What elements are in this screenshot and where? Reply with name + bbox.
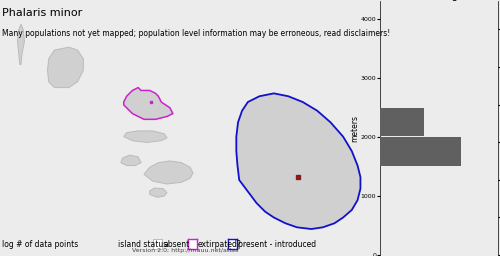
Polygon shape [48, 47, 84, 88]
Polygon shape [124, 131, 167, 142]
Y-axis label: meters: meters [350, 114, 359, 142]
Polygon shape [18, 24, 24, 65]
Polygon shape [144, 161, 193, 184]
Text: absent: absent [163, 240, 189, 249]
Polygon shape [150, 188, 167, 197]
Polygon shape [236, 93, 360, 229]
Text: Many populations not yet mapped; population level information may be erroneous, : Many populations not yet mapped; populat… [2, 29, 391, 38]
Bar [380, 108, 424, 136]
Title: Elev. histogram: Elev. histogram [398, 0, 479, 1]
Text: Version 2.0; http://mauu.net/atlas: Version 2.0; http://mauu.net/atlas [132, 248, 238, 253]
Polygon shape [124, 88, 173, 119]
Text: present - introduced: present - introduced [238, 240, 316, 249]
Text: log # of data points: log # of data points [2, 240, 79, 249]
Bar [380, 137, 462, 166]
Text: extirpated?: extirpated? [198, 240, 242, 249]
Text: Phalaris minor: Phalaris minor [2, 8, 83, 18]
Polygon shape [121, 155, 141, 166]
Text: island status: island status [118, 240, 167, 249]
